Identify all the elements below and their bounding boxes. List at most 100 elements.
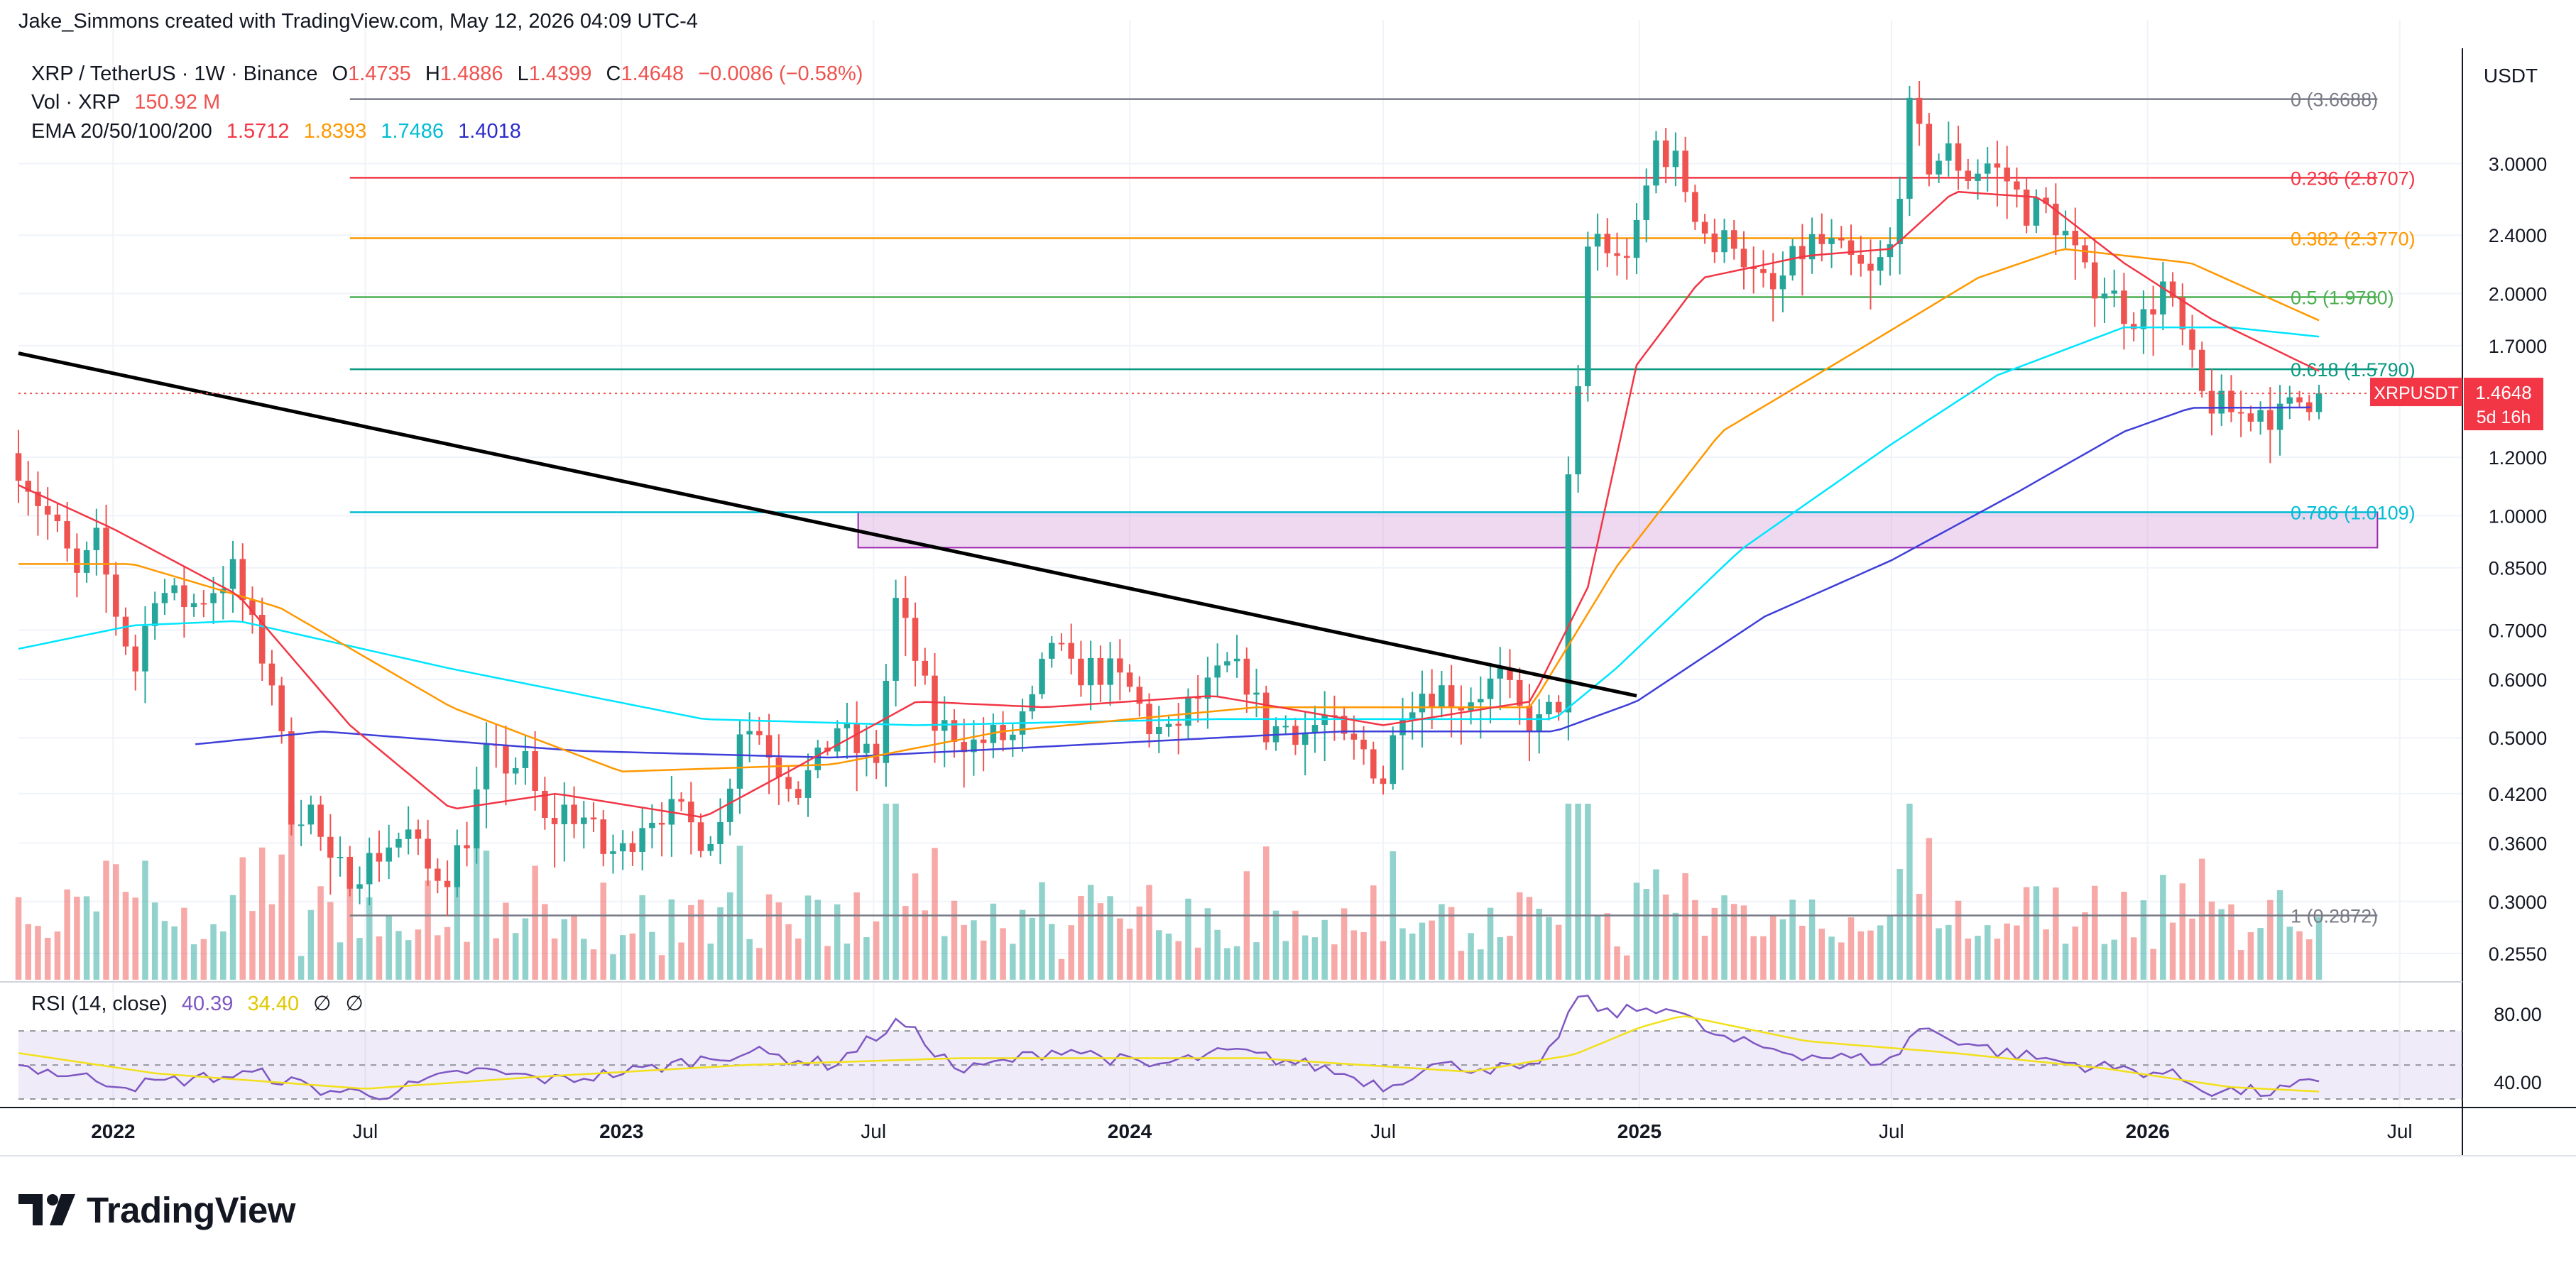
volume-label[interactable]: Vol · XRP [31, 91, 121, 114]
price-axis-unit: USDT [2484, 65, 2538, 87]
candle-body [1311, 725, 1319, 733]
candle [327, 814, 334, 895]
candle-body [1838, 238, 1845, 241]
candle-body [1867, 263, 1874, 271]
volume-bar [1497, 937, 1504, 980]
candle [415, 819, 422, 855]
candle [161, 579, 168, 616]
candle-body [1926, 124, 1933, 175]
candle-body [893, 598, 899, 681]
volume-bar [15, 897, 22, 980]
candle-body [454, 845, 461, 887]
volume-bar [941, 936, 948, 980]
volume-bar [658, 955, 665, 980]
volume-bar [1818, 929, 1825, 980]
candle [1360, 726, 1367, 765]
volume-bar [1984, 925, 1991, 980]
candle-body [785, 777, 792, 789]
candle-body [1653, 140, 1659, 186]
candle [83, 541, 90, 583]
fib-level-label: 0.618 (1.5790) [2291, 359, 2416, 381]
candle-body [1633, 219, 1640, 258]
ema-legend[interactable]: EMA 20/50/100/200 1.5712 1.8393 1.7486 1… [31, 120, 521, 143]
candle-body [1390, 735, 1397, 784]
price-tick-label: 0.2550 [2489, 944, 2548, 965]
candle [1399, 697, 1406, 770]
candle-body [376, 853, 383, 862]
candle [1887, 227, 1894, 276]
candle [1419, 670, 1426, 748]
candle-body [814, 747, 822, 770]
volume-bar [1906, 804, 1913, 980]
volume-bar [756, 948, 763, 980]
ema200-value: 1.4018 [458, 120, 521, 143]
volume-bar [697, 900, 704, 980]
candle [542, 776, 548, 830]
volume-bar [307, 909, 315, 980]
candle-body [2053, 203, 2059, 236]
volume-bar [873, 921, 880, 980]
candle-body [532, 751, 538, 791]
volume-bar [1614, 946, 1620, 980]
candle [1682, 136, 1688, 203]
price-badge [2464, 378, 2543, 431]
candle-body [1058, 643, 1065, 645]
candle [961, 718, 967, 788]
candle [307, 795, 315, 835]
candle [298, 799, 305, 846]
candle-body [2023, 190, 2030, 226]
rsi-legend[interactable]: RSI (14, close) 40.39 34.40 ∅ ∅ [31, 991, 364, 1016]
volume-bar [2082, 912, 2088, 980]
volume-bar [2208, 901, 2215, 980]
candle-body [863, 743, 870, 753]
candle [707, 836, 714, 856]
candle [1926, 113, 1933, 187]
volume-bar [1468, 933, 1474, 980]
volume-bar [210, 924, 217, 980]
rsi-value: 40.39 [181, 993, 234, 1015]
volume-bar [1224, 948, 1230, 980]
candle [2082, 237, 2088, 269]
candle-body [1975, 173, 1981, 181]
tradingview-logo[interactable]: TradingView [18, 1187, 295, 1232]
candle-body [44, 505, 51, 515]
volume-bar [327, 902, 334, 980]
volume-bar [1565, 804, 1572, 980]
candle-body [1409, 712, 1416, 720]
symbol-legend[interactable]: XRP / TetherUS · 1W · Binance O1.4735 H1… [31, 62, 863, 86]
volume-bar [1048, 924, 1055, 980]
candle [278, 677, 285, 744]
volume-bar [1019, 909, 1026, 980]
volume-bar [1253, 942, 1260, 980]
candle [2247, 405, 2254, 432]
ema-label[interactable]: EMA 20/50/100/200 [31, 120, 212, 143]
volume-bar [834, 904, 841, 980]
last-price-badge: XRPUSDT 1.4648 5d 16h [2370, 378, 2543, 431]
candle-body [113, 574, 119, 617]
volume-legend[interactable]: Vol · XRP 150.92 M [31, 91, 220, 114]
candle-body [337, 856, 344, 858]
candle-body [1000, 725, 1006, 740]
candle-body [688, 802, 694, 823]
candle-body [1301, 732, 1309, 745]
volume-bar [2150, 948, 2156, 980]
volume-bar [1311, 937, 1319, 980]
candle-body [2072, 231, 2079, 246]
candle-body [1497, 668, 1504, 679]
volume-bar [376, 936, 383, 980]
volume-bar [444, 926, 451, 980]
candle-body [2198, 349, 2205, 391]
candle [1945, 121, 1952, 177]
candle [288, 717, 295, 836]
candle-body [1292, 726, 1299, 745]
volume-bar [765, 894, 773, 980]
price-tick-label: 0.7000 [2489, 620, 2548, 641]
candle [1838, 226, 1845, 248]
candle-body [268, 663, 275, 686]
candle-body [356, 884, 363, 889]
candle-body [1692, 192, 1698, 222]
symbol-info[interactable]: XRP / TetherUS · 1W · Binance [31, 62, 318, 85]
candle [2276, 385, 2283, 456]
rsi-label[interactable]: RSI (14, close) [31, 993, 168, 1015]
